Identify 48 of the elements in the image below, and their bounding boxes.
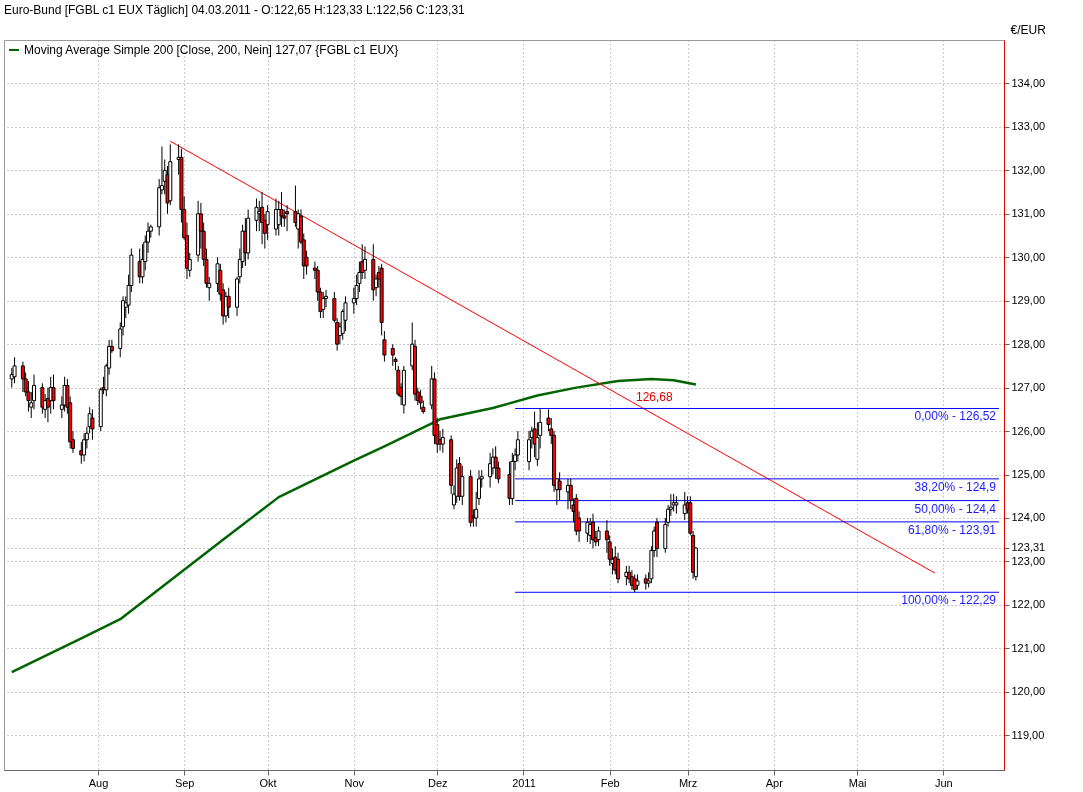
y-tick-label: 125,00 [1011,468,1046,481]
candlestick [20,361,25,393]
y-tick-label: 123,31 [1011,541,1046,554]
candlestick [321,291,326,319]
y-tick-label: 123,00 [1011,554,1046,567]
x-tick-label: Jun [935,776,953,789]
x-tick-label: Mrz [678,776,698,789]
candlestick [460,465,465,506]
candlestick [90,408,95,441]
x-tick-label: Mai [848,776,867,789]
x-tick-label: Dez [427,776,448,789]
y-tick-label: 129,00 [1011,294,1046,307]
chart-title: Euro-Bund [FGBL c1 EUX Täglich] 04.03.2011 - O:122,65 H:123,33 L:122,56 C:123,31 [4,3,466,17]
y-tick-label: 126,00 [1011,424,1046,437]
candlestick [226,287,231,319]
y-tick-label: 132,00 [1011,163,1046,176]
annotation: 100,00% - 122,29 [901,593,997,608]
x-tick-label: Nov [344,776,365,789]
y-tick-label: 122,00 [1011,598,1046,611]
y-tick-label: 119,00 [1011,728,1045,741]
y-tick-label: 124,00 [1011,511,1046,524]
candlestick [51,374,56,410]
candlestick [12,356,17,384]
candlestick [382,330,387,363]
y-tick-label: 121,00 [1011,641,1046,654]
y-tick-label: 120,00 [1011,685,1046,698]
annotation: 0,00% - 126,52 [914,409,997,424]
candlestick [557,471,562,502]
x-tick-label: Aug [88,776,109,789]
x-tick-label: Okt [259,776,277,789]
y-tick-label: 130,00 [1011,250,1046,263]
x-tick-label: Sep [174,776,195,789]
x-tick-label: Feb [600,776,620,789]
y-tick-label: 133,00 [1011,120,1046,133]
legend-label: Moving Average Simple 200 [Close, 200, Nein] 127,07 {FGBL c1 EUX} [24,43,399,57]
x-tick-label: Apr [765,776,784,789]
y-tick-label: 127,00 [1011,381,1046,394]
y-tick-label: 128,00 [1011,337,1046,350]
y-axis-title: €/EUR [1010,22,1047,37]
annotation: 50,00% - 124,4 [914,501,997,516]
annotation: 38,20% - 124,9 [914,479,997,494]
annotation: 61,80% - 123,91 [907,522,997,537]
x-tick-label: 2011 [512,776,536,789]
y-tick-label: 134,00 [1011,76,1046,89]
candlestick [390,343,395,367]
annotation: 126,68 [636,390,674,404]
line-series [10,377,698,674]
y-tick-label: 131,00 [1011,207,1046,220]
